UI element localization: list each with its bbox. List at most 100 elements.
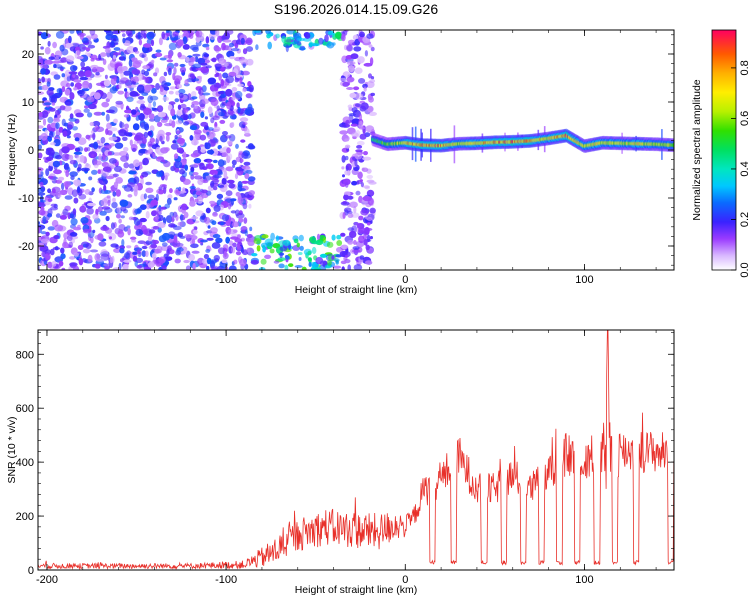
heatmap-cell: [97, 169, 101, 174]
heatmap-cell: [342, 178, 351, 186]
heatmap-cell: [166, 30, 170, 34]
heatmap-cell: [358, 126, 365, 130]
heatmap-cell: [226, 101, 231, 110]
heatmap-cell: [40, 238, 50, 244]
heatmap-cell: [333, 258, 340, 262]
colorbar-label: Normalized spectral amplitude: [691, 79, 703, 220]
heatmap-cell: [189, 185, 196, 190]
heatmap-cell: [81, 167, 90, 172]
heatmap-cell: [279, 251, 283, 259]
heatmap-cell: [250, 259, 259, 265]
heatmap-cell: [155, 257, 164, 266]
y-tick-label: 10: [22, 97, 34, 109]
heatmap-cell: [132, 76, 140, 82]
heatmap-cell: [236, 167, 242, 172]
heatmap-cell: [217, 171, 223, 176]
heatmap-cell: [155, 49, 162, 53]
heatmap-cell: [101, 154, 106, 161]
heatmap-cell: [214, 63, 222, 70]
heatmap-cell: [64, 88, 71, 96]
heatmap-cell: [157, 214, 164, 222]
heatmap-cell: [346, 44, 354, 52]
heatmap-cell: [113, 248, 122, 253]
heatmap-cell: [41, 110, 49, 119]
heatmap-cell: [67, 235, 73, 242]
heatmap-cell: [193, 78, 200, 82]
heatmap-cell: [200, 62, 208, 66]
heatmap-cell: [183, 211, 189, 219]
heatmap-cell: [54, 245, 59, 251]
heatmap-cell: [128, 216, 134, 221]
heatmap-cell: [267, 41, 273, 50]
heatmap-cell: [360, 102, 369, 110]
heatmap-cell: [67, 121, 74, 129]
heatmap-cell: [97, 206, 103, 213]
heatmap-cell: [55, 130, 61, 137]
heatmap-cell: [106, 41, 111, 48]
heatmap-cell: [230, 210, 237, 214]
heatmap-cell: [275, 33, 280, 39]
heatmap-cell: [230, 48, 240, 52]
heatmap-cell: [211, 220, 217, 225]
heatmap-cell: [231, 200, 234, 206]
x-tick-label: -100: [215, 274, 237, 286]
snr-x-axis-label: Height of straight line (km): [295, 584, 418, 596]
heatmap-cell: [221, 214, 230, 222]
heatmap-cell: [209, 200, 216, 205]
heatmap-cell: [123, 114, 130, 118]
heatmap-cell: [322, 237, 326, 244]
heatmap-cell: [153, 72, 158, 77]
heatmap-cell: [110, 222, 115, 230]
heatmap-cell: [314, 267, 322, 270]
heatmap-cell: [108, 158, 117, 164]
heatmap-cell: [67, 212, 71, 220]
heatmap-cell: [184, 234, 193, 239]
heatmap-cell: [102, 58, 107, 65]
heatmap-cell: [159, 57, 167, 61]
heatmap-cell: [116, 213, 121, 219]
heatmap-cell: [235, 191, 241, 197]
heatmap-cell: [327, 30, 335, 36]
colorbar: 0.0 0.2 0.4 0.6 0.8 Normalized spectral ampl…: [691, 29, 750, 278]
heatmap-cell: [50, 248, 55, 256]
heatmap-cell: [326, 241, 334, 248]
heatmap-cell: [210, 117, 215, 124]
heatmap-cell: [341, 266, 345, 270]
heatmap-cell: [66, 75, 72, 82]
heatmap-cell: [195, 35, 201, 43]
y-tick-label: -20: [18, 241, 34, 253]
heatmap-cell: [161, 159, 166, 163]
heatmap-cell: [341, 251, 351, 258]
heatmap-cell: [253, 30, 262, 33]
heatmap-cell: [231, 96, 236, 101]
x-tick-label: 100: [575, 274, 593, 286]
heatmap-cell: [133, 218, 141, 226]
heatmap-cell: [192, 63, 202, 69]
heatmap-cell: [169, 86, 177, 90]
heatmap-cell: [346, 61, 356, 66]
heatmap-cell: [144, 76, 149, 84]
heatmap-cell: [260, 258, 267, 265]
spectrogram-y-ticks: -20 -10 0 10 20: [18, 34, 674, 266]
heatmap-cell: [370, 92, 376, 97]
heatmap-cell: [264, 254, 272, 259]
heatmap-cell: [38, 91, 45, 95]
heatmap-cell: [221, 152, 228, 158]
heatmap-cell: [353, 46, 362, 52]
heatmap-cell: [105, 215, 110, 222]
heatmap-cell: [130, 57, 138, 63]
heatmap-cell: [179, 66, 187, 73]
heatmap-cell: [225, 166, 234, 172]
heatmap-cell: [156, 206, 163, 213]
heatmap-cell: [107, 232, 117, 241]
heatmap-cell: [101, 111, 105, 116]
heatmap-cell: [342, 174, 345, 178]
heatmap-cell: [326, 41, 335, 49]
heatmap-cell: [54, 50, 63, 58]
y-tick-label: 800: [16, 349, 34, 361]
heatmap-cell: [113, 52, 121, 56]
x-tick-label: -200: [36, 274, 58, 286]
heatmap-cell: [135, 116, 140, 121]
heatmap-cell: [96, 147, 101, 153]
heatmap-cell: [158, 37, 163, 46]
